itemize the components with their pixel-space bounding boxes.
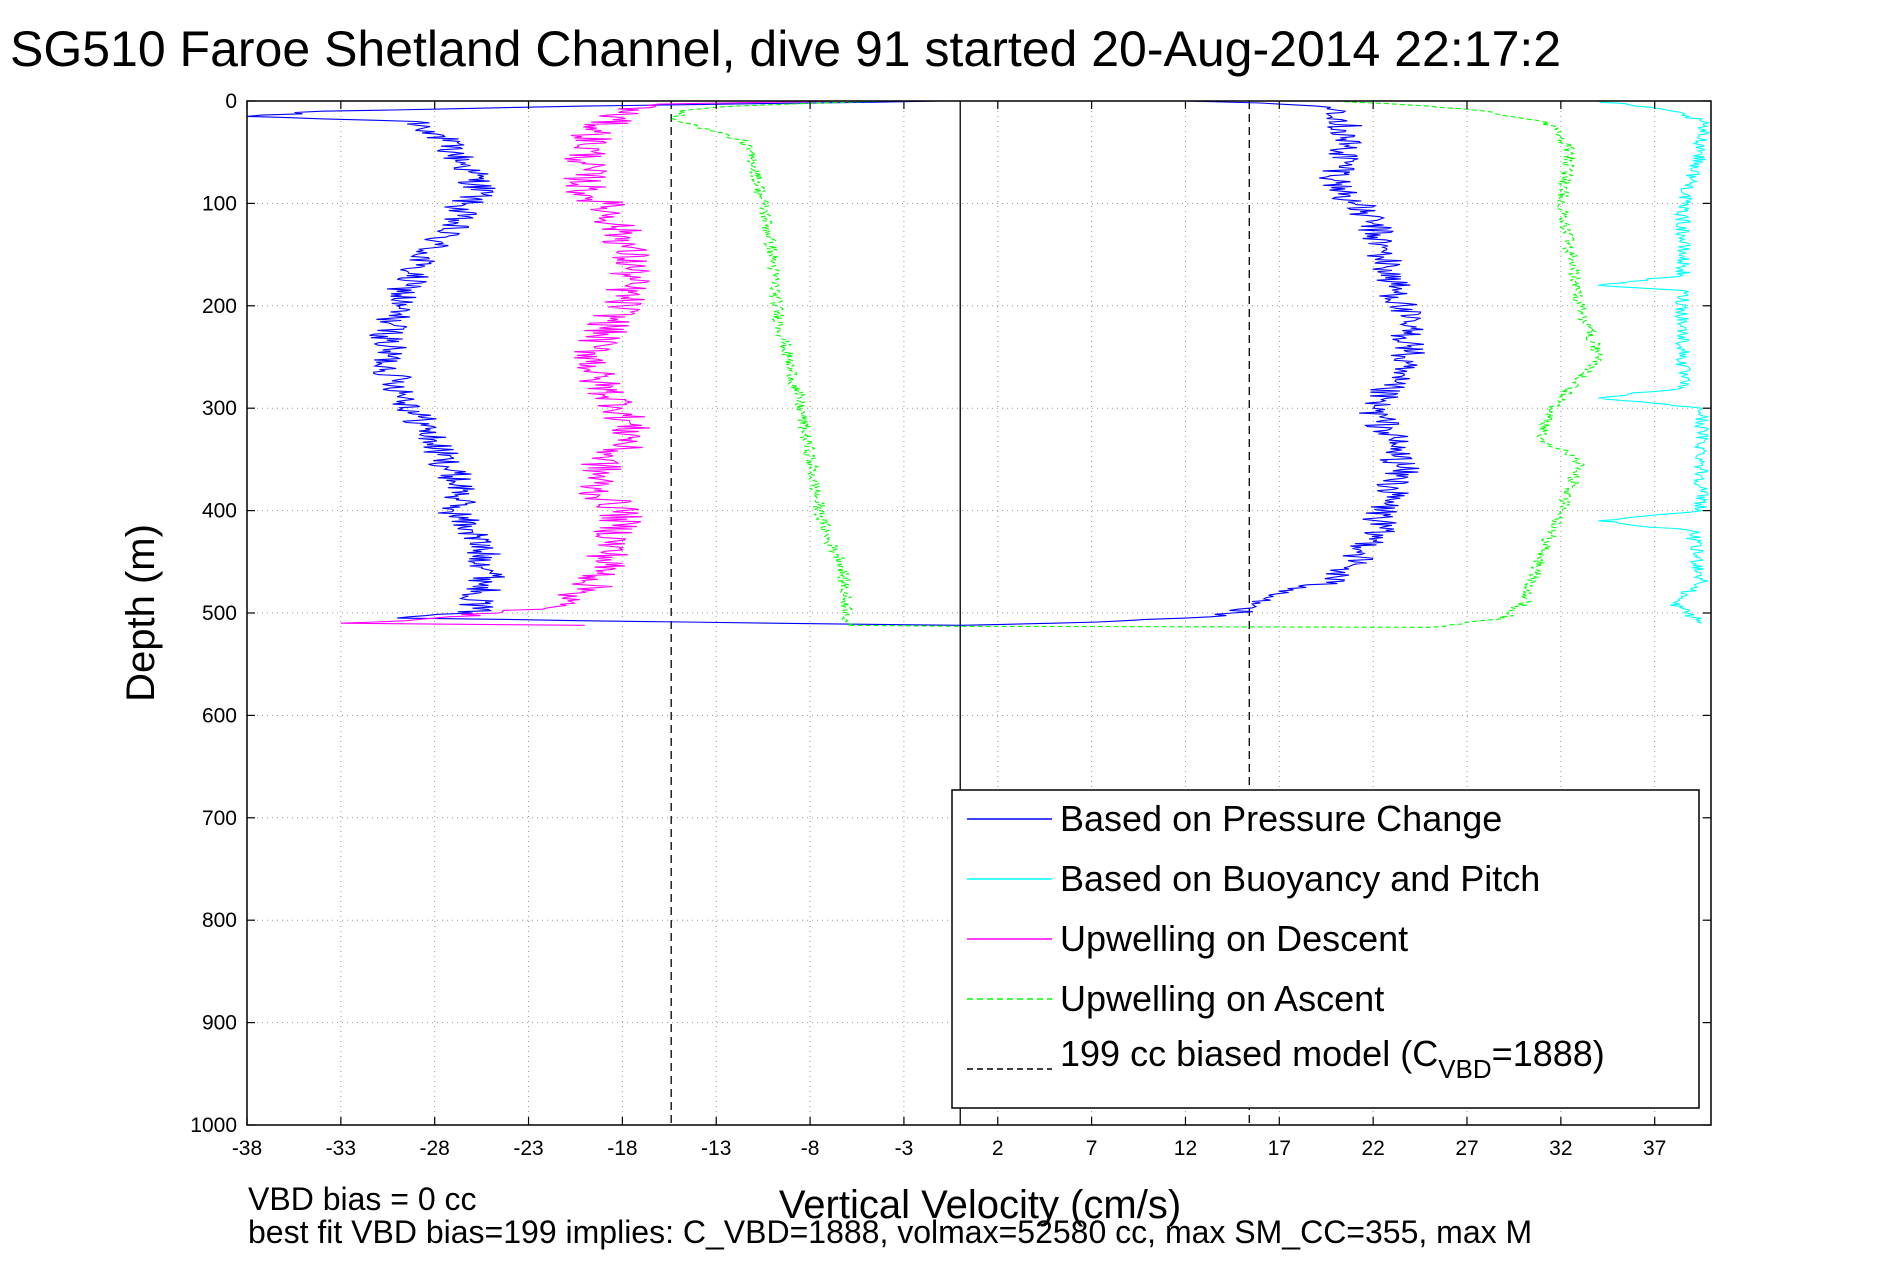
series-line-3 (340, 100, 848, 626)
x-tick-label: -38 (232, 1137, 262, 1160)
x-tick-label: 7 (1086, 1137, 1098, 1160)
series-line-4 (670, 100, 1604, 628)
x-tick-label: -28 (420, 1137, 450, 1160)
x-tick-label: -23 (513, 1137, 543, 1160)
y-axis-label: Depth (m) (119, 524, 163, 702)
series-group (246, 100, 1711, 628)
x-tick-label: -3 (895, 1137, 914, 1160)
x-axis-label: Vertical Velocity (cm/s) (779, 1183, 1181, 1227)
y-tick-label: 0 (225, 90, 237, 113)
legend-label-pressure: Based on Pressure Change (1060, 798, 1502, 839)
y-tick-label: 800 (202, 909, 237, 932)
y-tick-label: 500 (202, 602, 237, 625)
footer-line-2: best fit VBD bias=199 implies: C_VBD=188… (248, 1214, 1532, 1250)
y-tick-label: 400 (202, 500, 237, 523)
chart-title: SG510 Faroe Shetland Channel, dive 91 st… (10, 21, 1561, 77)
legend-label-descent: Upwelling on Descent (1060, 918, 1408, 959)
x-tick-label: -13 (701, 1137, 731, 1160)
legend-label-model: 199 cc biased model (CVBD=1888) (1060, 1033, 1605, 1084)
x-tick-label: 17 (1268, 1137, 1291, 1160)
footer-line-1: VBD bias = 0 cc (248, 1181, 477, 1217)
y-tick-label: 100 (202, 192, 237, 215)
y-tick-label: 1000 (190, 1114, 237, 1137)
x-tick-label: 32 (1549, 1137, 1572, 1160)
legend-box (951, 789, 1700, 1109)
y-tick-label: 700 (202, 807, 237, 830)
legend: Based on Pressure Change Based on Buoyan… (951, 789, 1700, 1109)
x-tick-label: 37 (1643, 1137, 1666, 1160)
y-tick-label: 200 (202, 295, 237, 318)
legend-label-buoyancy: Based on Buoyancy and Pitch (1060, 858, 1540, 899)
x-tick-label: -8 (801, 1137, 820, 1160)
y-tick-label: 900 (202, 1012, 237, 1035)
y-tick-label: 600 (202, 704, 237, 727)
series-line-2 (1598, 100, 1711, 624)
y-ticks: 0 100 200 300 400 500 600 700 800 900 1000 (190, 90, 1711, 1137)
series-line-0 (246, 100, 961, 626)
series-line-1 (960, 100, 1425, 626)
legend-label-ascent: Upwelling on Ascent (1060, 978, 1384, 1019)
y-tick-label: 300 (202, 397, 237, 420)
x-tick-label: 2 (992, 1137, 1004, 1160)
x-tick-label: 12 (1174, 1137, 1197, 1160)
x-tick-label: -33 (326, 1137, 356, 1160)
x-tick-label: 27 (1455, 1137, 1478, 1160)
x-tick-label: 22 (1361, 1137, 1384, 1160)
x-tick-label: -18 (607, 1137, 637, 1160)
x-ticks: -38 -33 -28 -23 -18 -13 -8 -3 2 7 12 17 22 27 32 37 (232, 101, 1666, 1160)
